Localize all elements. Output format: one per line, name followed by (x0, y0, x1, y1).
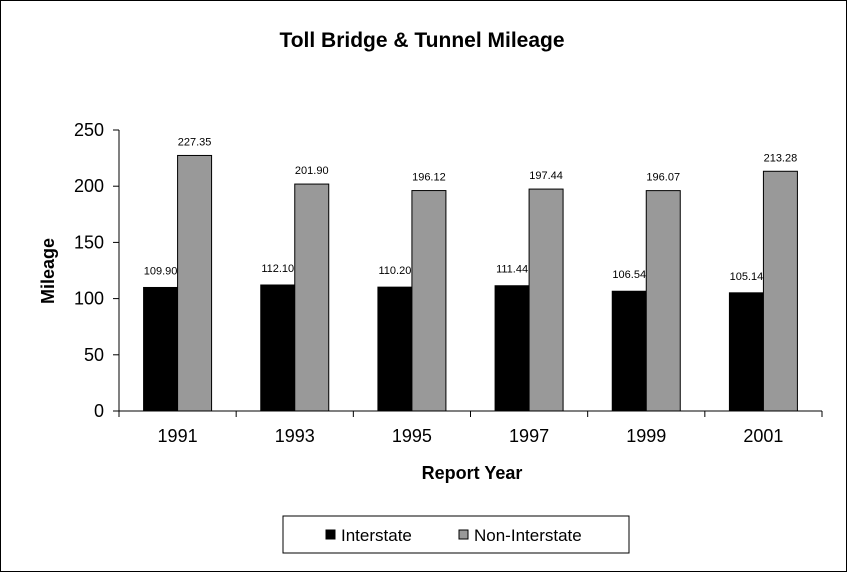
x-tick-label: 2001 (743, 426, 783, 446)
bars (143, 154, 798, 412)
x-tick-label: 1995 (392, 426, 432, 446)
y-axis: 0 50 100 150 200 250 (74, 120, 120, 421)
bar-non-interstate (411, 190, 447, 412)
data-label: 196.07 (646, 172, 680, 184)
legend-swatch-non-interstate (458, 529, 469, 540)
y-axis-title: Mileage (38, 238, 58, 304)
bar-non-interstate (177, 154, 213, 412)
y-tick-label: 200 (74, 176, 104, 196)
x-tick-label: 1997 (509, 426, 549, 446)
bar-non-interstate (645, 190, 681, 412)
x-tick-label: 1999 (626, 426, 666, 446)
bar-interstate (611, 290, 647, 412)
bar-interstate (728, 292, 764, 412)
bar-non-interstate (528, 188, 564, 412)
data-label: 213.28 (764, 152, 798, 164)
x-axis: 1991 1993 1995 1997 1999 2001 (118, 410, 823, 446)
bar-interstate (377, 286, 413, 412)
legend-label: Interstate (341, 526, 412, 545)
y-tick-label: 0 (94, 401, 104, 421)
data-label: 105.14 (730, 271, 764, 283)
data-label: 111.44 (496, 264, 528, 276)
bar-non-interstate (762, 170, 798, 412)
bar-interstate (143, 286, 179, 412)
y-tick-label: 50 (84, 345, 104, 365)
y-tick-label: 100 (74, 289, 104, 309)
x-tick-label: 1991 (158, 426, 198, 446)
legend-box (282, 515, 630, 554)
data-label: 201.90 (295, 165, 329, 177)
data-labels: 109.90 227.35 112.10 201.90 110.20 196.12 111.… (144, 136, 797, 282)
y-tick-label: 250 (74, 120, 104, 140)
legend-label: Non-Interstate (474, 526, 582, 545)
data-label: 197.44 (529, 170, 563, 182)
y-tick-label: 150 (74, 232, 104, 252)
data-label: 112.10 (261, 263, 294, 275)
chart-title: Toll Bridge & Tunnel Mileage (279, 29, 564, 52)
data-label: 106.54 (612, 269, 646, 281)
bar-non-interstate (294, 183, 330, 412)
legend-swatch-interstate (325, 529, 336, 540)
data-label: 227.35 (178, 136, 212, 148)
legend: Interstate Non-Interstate (282, 515, 630, 554)
bar-interstate (260, 284, 296, 412)
data-label: 110.20 (379, 265, 412, 277)
data-label: 196.12 (412, 172, 446, 184)
data-label: 109.90 (144, 265, 178, 277)
bar-interstate (494, 285, 530, 412)
x-tick-label: 1993 (275, 426, 315, 446)
x-axis-title: Report Year (422, 463, 523, 483)
